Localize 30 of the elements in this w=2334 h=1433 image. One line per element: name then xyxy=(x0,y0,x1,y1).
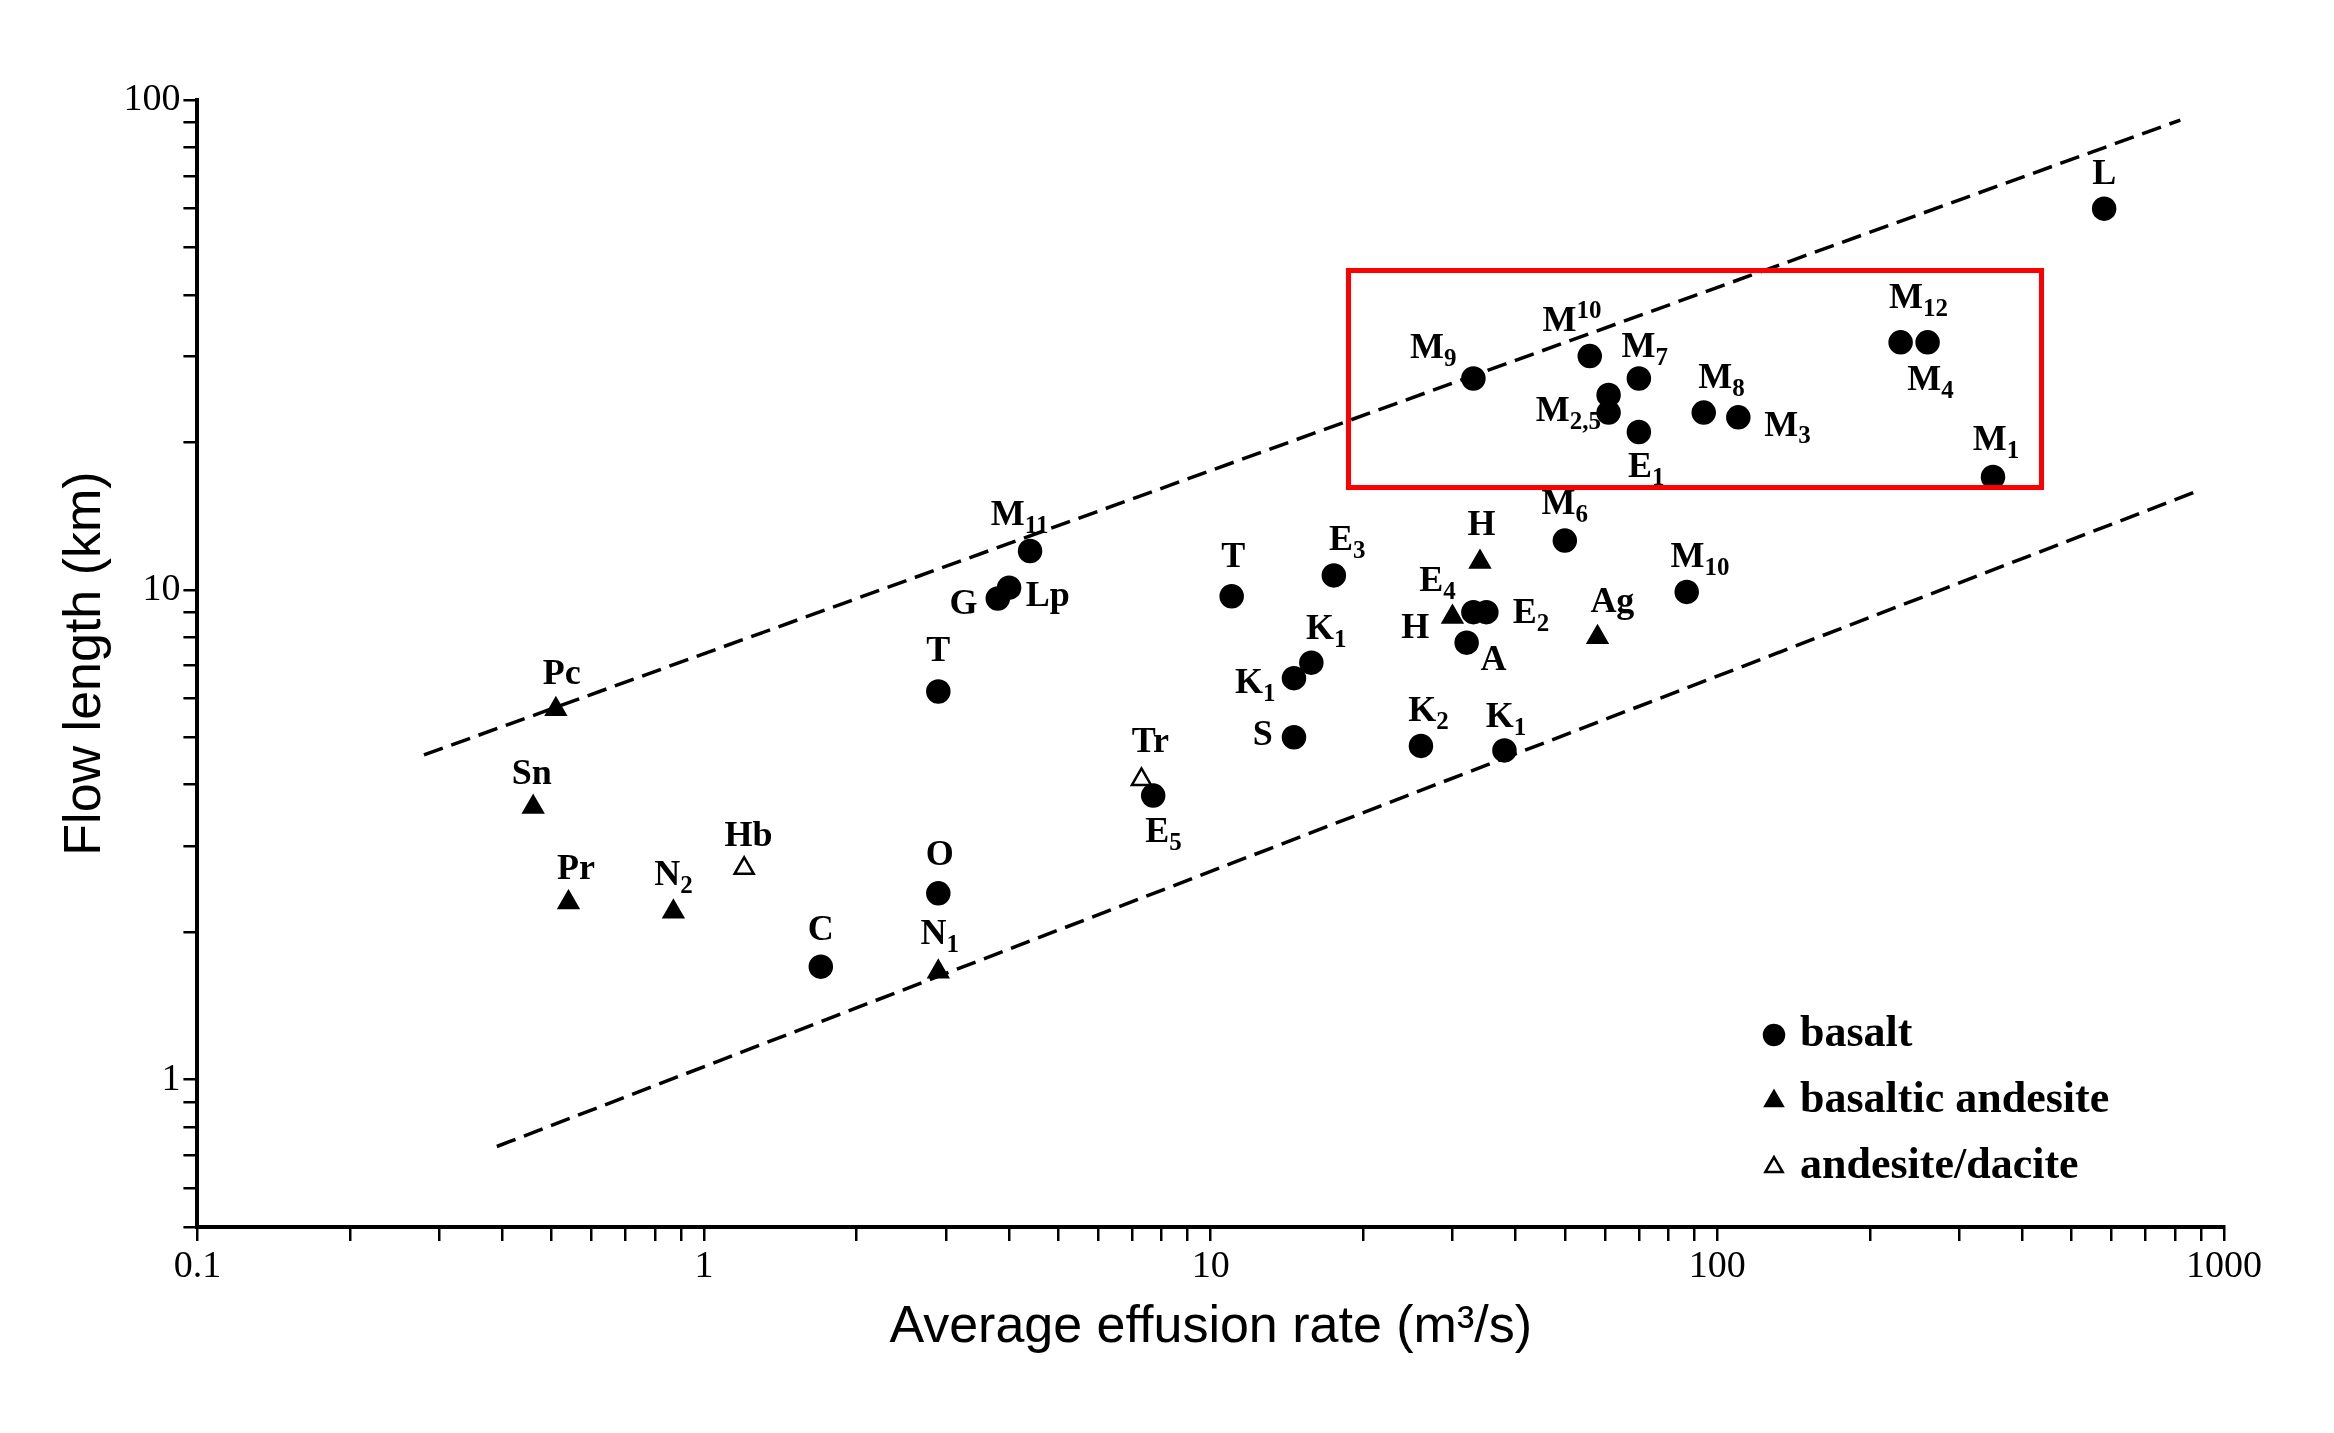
legend-label: andesite/dacite xyxy=(1800,1139,2079,1189)
annotation: Sn xyxy=(511,751,552,792)
annotation: Pr xyxy=(556,846,595,887)
annotation: H xyxy=(1401,606,1430,647)
x-tick-label: 1 xyxy=(694,1242,714,1285)
annotation: Tr xyxy=(1131,719,1170,760)
annotation: Hb xyxy=(724,814,773,855)
x-axis-title: Average effusion rate (m³/s) xyxy=(889,1295,1532,1354)
annotation: Pc xyxy=(542,652,581,693)
y-tick-label: 1 xyxy=(161,1055,181,1098)
annotation: L xyxy=(2092,151,2117,192)
annotation: T xyxy=(926,628,951,669)
annotation: C xyxy=(807,908,834,949)
x-tick-label: 10 xyxy=(1191,1242,1230,1285)
annotation: A xyxy=(1480,637,1507,678)
y-tick-label: 10 xyxy=(142,565,181,608)
legend-label: basalt xyxy=(1800,1007,1913,1057)
y-axis-title: Flow length (km) xyxy=(52,471,111,856)
annotation: H xyxy=(1467,503,1496,544)
x-tick-label: 0.1 xyxy=(173,1242,222,1285)
annotation: T xyxy=(1221,534,1246,575)
y-tick-label: 100 xyxy=(123,75,181,118)
annotation: Lp xyxy=(1025,573,1070,614)
annotation: S xyxy=(1252,713,1273,754)
x-tick-label: 1000 xyxy=(2186,1242,2262,1285)
annotation: Ag xyxy=(1590,580,1635,621)
annotation: O xyxy=(925,833,954,874)
x-tick-label: 100 xyxy=(1688,1242,1746,1285)
legend-label: basaltic andesite xyxy=(1800,1073,2110,1123)
annotation: G xyxy=(949,581,978,622)
